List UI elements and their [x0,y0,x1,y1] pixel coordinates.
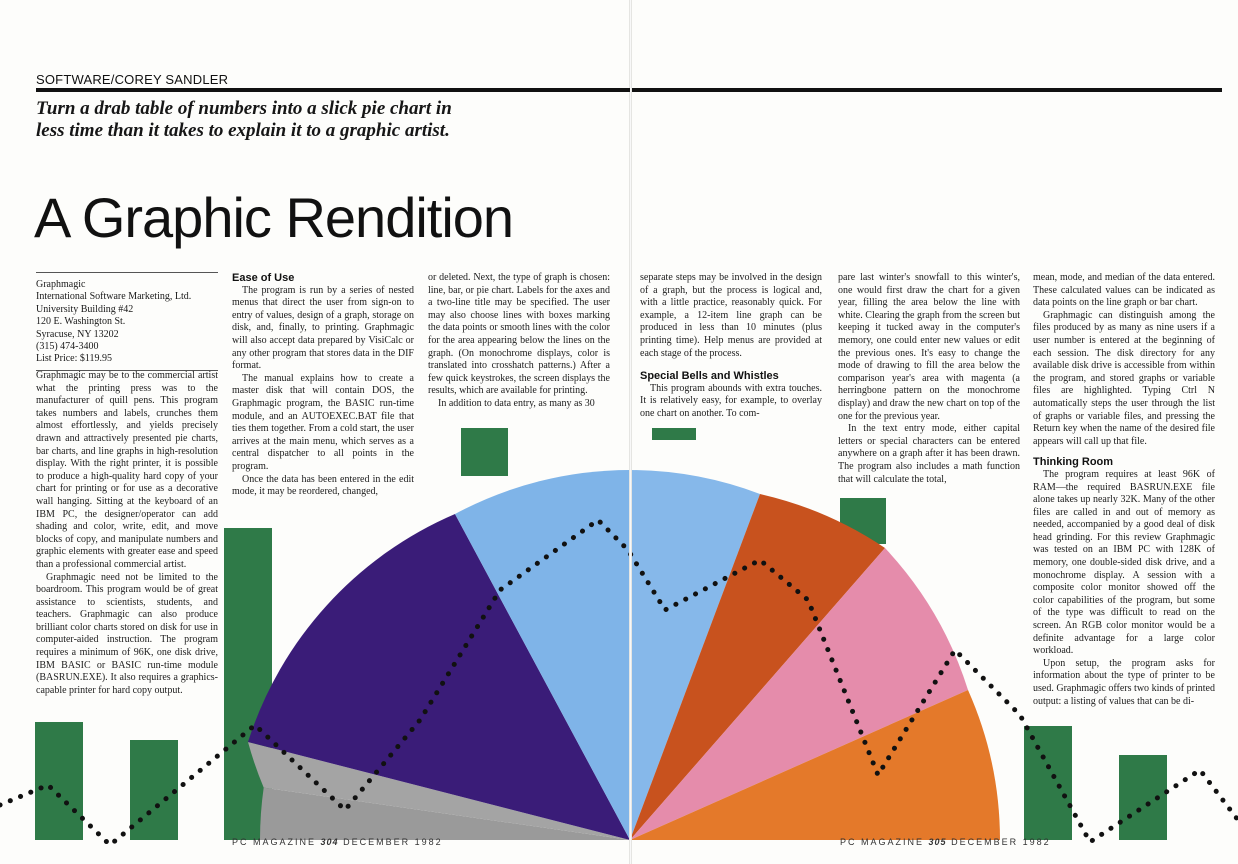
list-price: List Price: $119.95 [36,353,113,365]
folio-right: PC MAGAZINE 305 DECEMBER 1982 [840,837,1051,847]
body-paragraph: Graphmagic may be to the commercial arti… [36,370,218,570]
pie-slice-lightblue-right [630,470,760,840]
product-name: Graphmagic [36,279,86,290]
body-paragraph: or deleted. Next, the type of graph is c… [428,272,610,397]
body-paragraph: In addition to data entry, as many as 30 [438,397,595,409]
green-bar [1024,726,1072,840]
green-bar [461,428,508,476]
body-paragraph: pare last winter's snowfall to this wint… [838,272,1020,422]
body-paragraph: Upon setup, the program asks for informa… [1033,657,1215,707]
body-paragraph: Graphmagic can distinguish among the fil… [1033,309,1215,447]
article-deck: Turn a drab table of numbers into a slic… [36,98,452,141]
body-paragraph: mean, mode, and median of the data enter… [1033,272,1215,309]
page-number: 304 [320,837,339,847]
address-line: Syracuse, NY 13202 [36,328,119,340]
page-number: 305 [928,837,947,847]
folio-left: PC MAGAZINE 304 DECEMBER 1982 [232,837,443,847]
folio-prefix: PC MAGAZINE [232,837,317,847]
column-3: or deleted. Next, the type of graph is c… [428,272,610,411]
header-rule-right [632,88,1222,92]
article-title: A Graphic Rendition [34,186,514,249]
folio-date: DECEMBER 1982 [951,837,1051,847]
dotted-line-graph [0,516,1238,849]
green-bar [130,740,178,840]
folio-prefix: PC MAGAZINE [840,837,925,847]
body-paragraph: The program is run by a series of nested… [232,284,414,372]
section-heading: Special Bells and Whistles [640,370,779,383]
body-paragraph: Once the data has been entered in the ed… [232,473,414,498]
pie-slice-gray [259,787,630,840]
body-paragraph: The manual explains how to create a mast… [232,372,414,472]
department-label: SOFTWARE/COREY SANDLER [36,72,229,87]
body-paragraph: separate steps may be involved in the de… [640,272,822,359]
publisher: International Software Marketing, Ltd. [36,291,192,303]
column-5: pare last winter's snowfall to this wint… [838,272,1020,486]
header-rule-left [36,88,630,92]
green-bar [35,722,83,840]
column-4: separate steps may be involved in the de… [640,272,822,421]
green-bar [652,428,696,440]
pie-slice-rust [630,494,885,840]
product-info-box: Graphmagic International Software Market… [36,272,218,371]
pie-slice-indigo [248,514,630,840]
address-line: University Building #42 [36,303,134,315]
folio-date: DECEMBER 1982 [343,837,443,847]
pie-slice-pink [630,548,968,840]
page-gutter [629,0,632,864]
body-paragraph: The program requires at least 96K of RAM… [1033,468,1215,657]
column-6: mean, mode, and median of the data enter… [1033,272,1215,708]
body-paragraph: Graphmagic need not be limited to the bo… [36,571,218,696]
pie-slice-lightblue [455,470,630,840]
address-line: 120 E. Washington St. [36,316,126,328]
phone: (315) 474-3400 [36,341,99,353]
column-2: Ease of Use The program is run by a seri… [232,272,414,499]
column-1: Graphmagic may be to the commercial arti… [36,370,218,697]
section-heading: Ease of Use [232,272,295,284]
section-heading: Thinking Room [1033,456,1114,469]
body-paragraph: This program abounds with extra touches.… [640,382,822,419]
body-paragraph: In the text entry mode, either capital l… [838,423,1020,485]
